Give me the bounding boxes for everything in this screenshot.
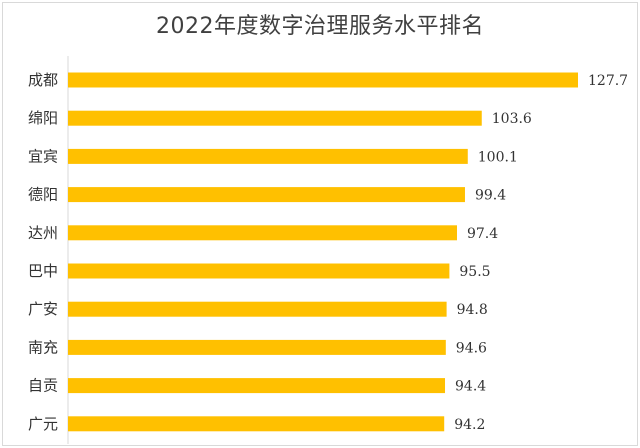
bar-4 (68, 225, 457, 241)
value-label-1: 103.6 (492, 111, 532, 127)
bar-1 (68, 110, 482, 126)
category-label-3: 德阳 (28, 186, 58, 204)
bar-7 (68, 339, 446, 355)
category-label-2: 宜宾 (28, 147, 58, 165)
value-label-2: 100.1 (478, 149, 518, 165)
value-label-9: 94.2 (454, 417, 485, 433)
category-label-0: 成都 (28, 71, 58, 89)
bar-5 (68, 263, 450, 279)
bar-9 (68, 416, 445, 432)
category-label-8: 自贡 (28, 377, 58, 395)
bar-8 (68, 378, 446, 394)
value-label-6: 94.8 (457, 302, 488, 318)
value-label-3: 99.4 (475, 188, 506, 204)
value-label-0: 127.7 (588, 73, 628, 89)
category-label-6: 广安 (28, 300, 58, 318)
category-label-9: 广元 (28, 415, 58, 433)
value-label-5: 95.5 (459, 264, 490, 280)
bar-3 (68, 187, 465, 203)
value-label-8: 94.4 (455, 379, 486, 395)
bar-6 (68, 301, 447, 317)
chart-title: 2022年度数字治理服务水平排名 (156, 14, 484, 39)
category-label-7: 南充 (28, 338, 58, 356)
bar-0 (68, 72, 578, 88)
value-label-4: 97.4 (467, 226, 498, 242)
category-label-4: 达州 (28, 224, 58, 242)
bar-2 (68, 148, 468, 164)
category-label-5: 巴中 (28, 262, 58, 280)
category-label-1: 绵阳 (28, 109, 58, 127)
value-label-7: 94.6 (456, 340, 487, 356)
